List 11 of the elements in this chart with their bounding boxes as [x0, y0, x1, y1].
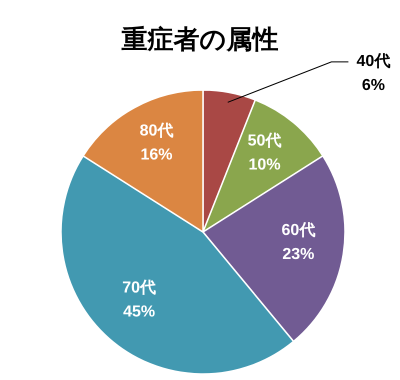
data-label: 16% [140, 146, 172, 164]
data-label: 23% [282, 246, 314, 264]
slice-label: 60代 [281, 221, 316, 240]
chart-title: 重症者の属性 [120, 24, 278, 54]
slice-label: 40代 [356, 52, 390, 70]
slice-label: 80代 [140, 121, 174, 140]
slice-label: 50代 [248, 132, 282, 150]
slice-label: 70代 [122, 278, 156, 296]
data-label: 6% [362, 76, 385, 94]
data-label: 45% [123, 303, 156, 320]
data-label: 10% [248, 156, 281, 174]
